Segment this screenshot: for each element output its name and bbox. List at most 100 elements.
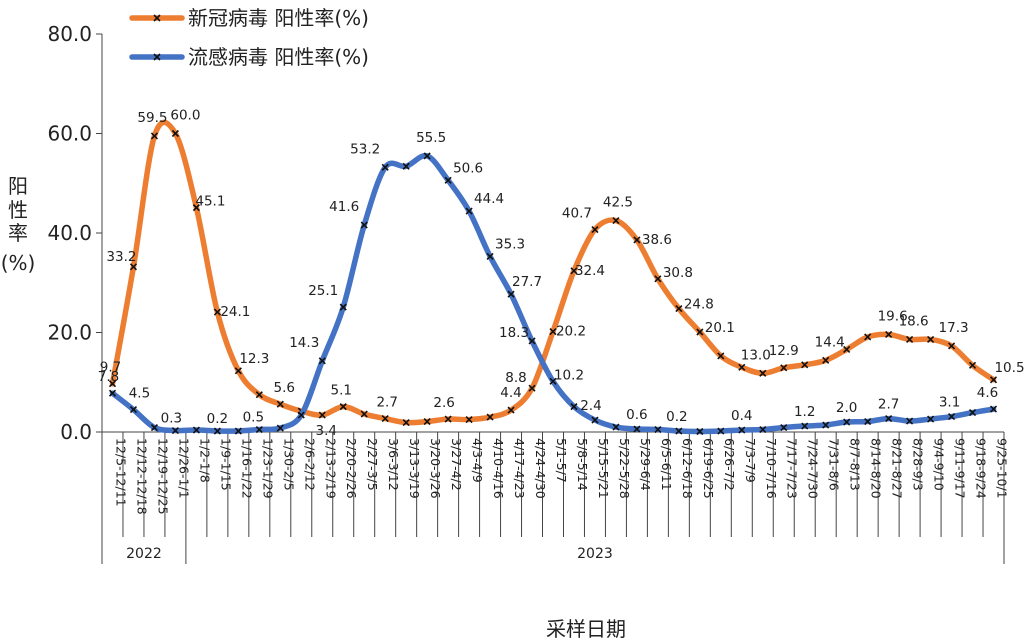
point-marker-flu xyxy=(465,207,473,215)
point-marker-covid xyxy=(654,275,662,283)
data-label-covid: 24.8 xyxy=(684,297,714,313)
point-marker-flu xyxy=(612,423,620,431)
data-label-flu: 4.6 xyxy=(977,385,998,401)
point-marker-flu xyxy=(968,409,977,417)
data-label-flu: 4.5 xyxy=(129,386,150,402)
x-tick-label: 3/20-3/26 xyxy=(428,438,443,499)
data-label-flu: 10.2 xyxy=(554,367,584,383)
x-tick-label: 1/16-1/22 xyxy=(239,438,254,499)
data-label-covid: 13.0 xyxy=(741,347,771,363)
x-tick-label: 5/8-5/14 xyxy=(575,438,590,491)
data-label-covid: 20.2 xyxy=(556,324,586,340)
point-marker-covid xyxy=(822,356,830,364)
point-marker-flu xyxy=(633,425,641,433)
x-tick-label: 12/12-12/18 xyxy=(134,438,149,515)
point-marker-flu xyxy=(927,415,935,423)
x-tick-label: 2/27-3/5 xyxy=(365,438,380,491)
point-marker-flu xyxy=(906,417,914,425)
axis-titles: 阳性率 (%) 采样日期 xyxy=(1,174,626,641)
data-label-flu: 25.1 xyxy=(308,283,338,299)
point-marker-flu xyxy=(150,423,159,432)
data-label-flu: 0.5 xyxy=(243,410,264,426)
x-tick-label: 6/5-6/11 xyxy=(659,438,674,491)
x-tick-label: 3/13-3/19 xyxy=(407,438,422,499)
point-marker-flu xyxy=(234,427,242,435)
data-labels: 9.7 33.2 59.5 60.0 45.1 24.1 12.3 5.6 3.4 5.1 2.7 2… xyxy=(98,108,1025,440)
x-tick-label: 8/14-8/20 xyxy=(869,438,884,499)
x-tick-label: 7/31-8/6 xyxy=(827,438,842,491)
point-marker-covid xyxy=(738,363,746,371)
point-marker-flu xyxy=(989,405,998,413)
data-label-covid: 2.7 xyxy=(376,395,397,411)
data-label-covid: 18.6 xyxy=(899,313,929,329)
point-marker-flu xyxy=(255,425,263,434)
data-label-covid: 33.2 xyxy=(106,249,136,265)
data-label-flu: 14.3 xyxy=(289,335,319,351)
point-marker-flu xyxy=(171,426,179,435)
x-tick-label: 1/30-2/5 xyxy=(281,438,296,491)
point-marker-covid xyxy=(528,384,536,392)
point-marker-flu xyxy=(297,411,305,419)
point-marker-flu xyxy=(213,427,221,435)
point-marker-flu xyxy=(675,427,683,435)
point-marker-covid xyxy=(486,413,494,421)
data-label-covid: 2.6 xyxy=(433,395,454,411)
point-marker-covid xyxy=(402,418,410,427)
legend-item-flu: 流感病毒 阳性率(%) xyxy=(129,45,369,69)
point-marker-covid xyxy=(444,415,452,423)
data-label-flu: 7.8 xyxy=(98,369,119,385)
x-tick-label: 7/24-7/30 xyxy=(806,438,821,499)
point-marker-covid xyxy=(947,342,956,350)
data-label-covid: 5.6 xyxy=(274,380,295,396)
data-label-flu: 2.0 xyxy=(836,400,857,416)
data-label-flu: 55.5 xyxy=(416,130,446,146)
data-label-covid: 17.3 xyxy=(939,320,969,336)
point-marker-flu xyxy=(381,163,389,171)
data-label-covid: 42.5 xyxy=(603,195,633,211)
y-axis-title: 阳 xyxy=(8,174,28,198)
data-label-covid: 9.7 xyxy=(100,360,121,376)
point-marker-covid xyxy=(864,333,872,341)
x-tick-label: 8/7-8/13 xyxy=(848,438,863,491)
point-marker-covid xyxy=(171,129,179,138)
x-tick-label: 3/27-4/2 xyxy=(449,438,464,491)
y-tick-label: 20.0 xyxy=(47,321,92,345)
x-tick-label: 5/15-5/21 xyxy=(596,438,611,499)
point-marker-covid xyxy=(318,411,326,419)
data-label-covid: 19.6 xyxy=(878,308,908,324)
y-axis: 0.0 20.0 40.0 60.0 80.0 xyxy=(47,22,103,444)
y-axis-title: 性 xyxy=(8,198,28,222)
point-marker-covid xyxy=(276,400,284,408)
x-tick-label: 12/26-1/1 xyxy=(176,438,191,499)
point-marker-covid xyxy=(213,308,221,316)
point-marker-covid xyxy=(696,328,704,336)
data-label-flu: 0.2 xyxy=(666,409,687,425)
x-tick-label: 5/29-6/4 xyxy=(638,438,653,491)
point-marker-covid xyxy=(423,417,431,426)
point-marker-flu xyxy=(276,424,284,432)
x-tick-label: 4/17-4/23 xyxy=(512,438,527,499)
point-marker-flu xyxy=(717,427,725,435)
data-label-flu: 0.2 xyxy=(207,411,228,427)
x-tick-label: 2/13-2/19 xyxy=(323,438,338,499)
point-marker-covid xyxy=(885,330,893,339)
data-label-flu: 18.3 xyxy=(499,325,529,341)
point-marker-covid xyxy=(801,361,809,369)
data-label-flu: 0.4 xyxy=(731,408,752,424)
point-marker-covid xyxy=(843,345,851,353)
point-marker-flu xyxy=(864,417,872,426)
y-axis-title: (%) xyxy=(1,251,36,275)
x-tick-label: 6/19-6/25 xyxy=(701,438,716,499)
point-marker-flu xyxy=(486,252,494,260)
point-marker-flu xyxy=(738,426,746,434)
point-marker-flu xyxy=(549,377,557,385)
x-tick-label: 4/10-4/16 xyxy=(491,438,506,499)
data-label-covid: 32.4 xyxy=(575,263,605,279)
point-marker-flu xyxy=(339,303,347,311)
x-tick-label: 7/3-7/9 xyxy=(743,438,758,483)
x-tick-label: 1/23-1/29 xyxy=(260,438,275,499)
y-axis-title: 率 xyxy=(8,221,28,245)
point-marker-flu xyxy=(947,413,956,421)
point-marker-flu xyxy=(423,152,431,160)
y-tick-label: 60.0 xyxy=(47,122,92,146)
